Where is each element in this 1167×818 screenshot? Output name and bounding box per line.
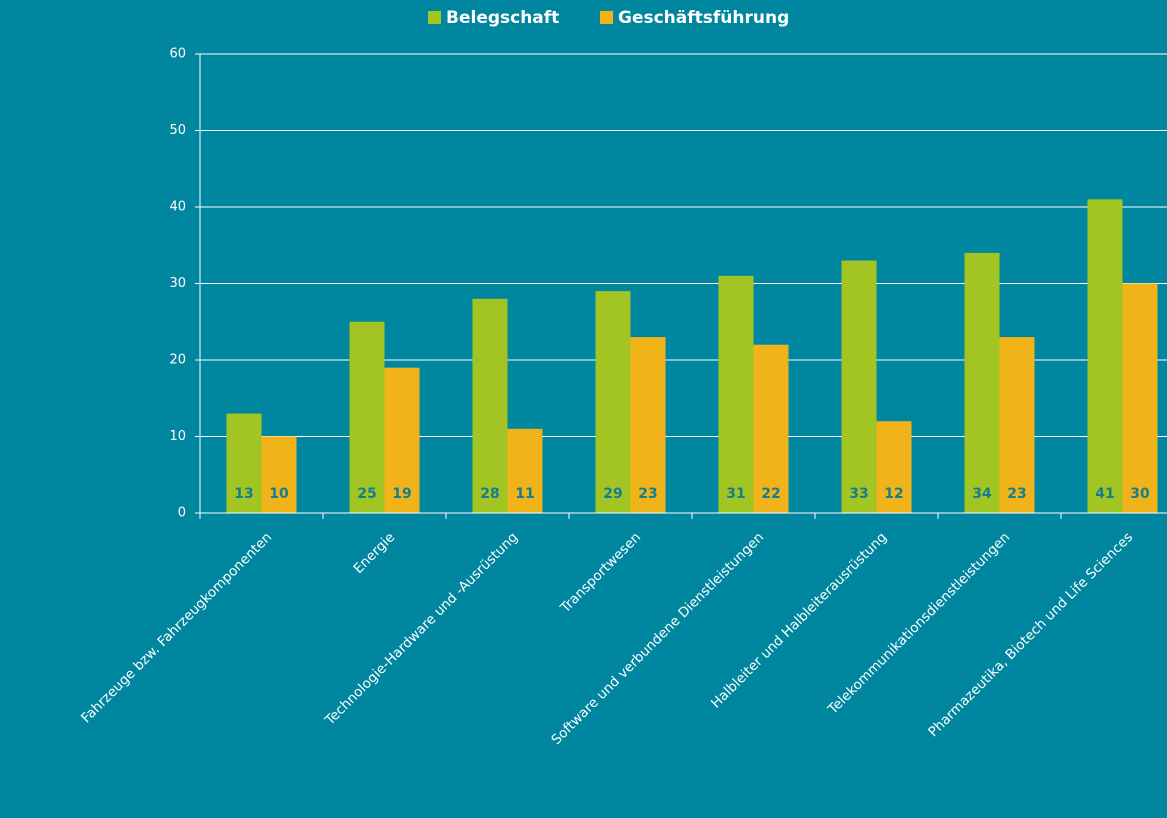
bar — [507, 428, 543, 513]
y-tick-label: 20 — [169, 353, 186, 368]
value-label: 23 — [1007, 486, 1026, 502]
bar — [999, 337, 1035, 513]
bar — [261, 436, 297, 513]
value-label: 34 — [972, 486, 992, 502]
y-tick-label: 10 — [169, 429, 186, 444]
value-label: 23 — [638, 486, 657, 502]
x-tick-label: Energie — [351, 529, 399, 577]
y-tick-label: 50 — [169, 123, 186, 138]
x-tick-label: Fahrzeuge bzw. Fahrzeugkomponenten — [78, 529, 275, 726]
x-tick-label: Pharmazeutika, Biotech und Life Sciences — [925, 529, 1136, 740]
value-label: 13 — [234, 486, 253, 502]
bar — [1122, 283, 1158, 513]
y-tick-label: 0 — [178, 506, 186, 521]
bar — [1087, 199, 1123, 513]
value-label: 25 — [357, 486, 376, 502]
bar — [753, 344, 789, 513]
value-label: 28 — [480, 486, 499, 502]
bar — [718, 275, 754, 513]
y-tick-label: 40 — [169, 200, 186, 215]
legend-label: Belegschaft — [446, 8, 559, 28]
value-label: 10 — [269, 486, 289, 502]
legend-swatch — [428, 11, 441, 24]
legend-swatch — [600, 11, 613, 24]
value-label: 29 — [603, 486, 622, 502]
value-label: 41 — [1095, 486, 1114, 502]
bar — [876, 421, 912, 513]
legend-label: Geschäftsführung — [618, 8, 789, 28]
bar — [964, 252, 1000, 513]
bar — [226, 413, 262, 513]
x-tick-label: Software und verbundene Dienstleistungen — [548, 529, 767, 748]
value-label: 33 — [849, 486, 868, 502]
x-tick-label: Technologie-Hardware und -Ausrüstung — [321, 529, 521, 729]
value-label: 31 — [726, 486, 745, 502]
bar — [384, 367, 420, 513]
x-tick-label: Transportwesen — [557, 529, 644, 616]
value-label: 19 — [392, 486, 411, 502]
y-tick-label: 30 — [169, 276, 186, 291]
bar — [595, 291, 631, 513]
bar — [630, 337, 666, 513]
value-label: 22 — [761, 486, 780, 502]
value-label: 11 — [515, 486, 534, 502]
bar — [841, 260, 877, 513]
bar — [472, 298, 508, 513]
value-label: 30 — [1130, 486, 1150, 502]
y-tick-label: 60 — [169, 47, 186, 62]
bar — [349, 321, 385, 513]
value-label: 12 — [884, 486, 903, 502]
